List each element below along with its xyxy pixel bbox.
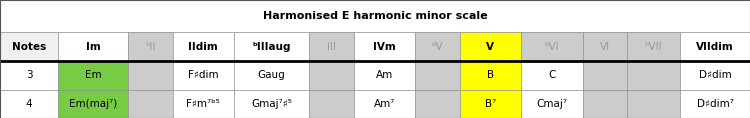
Bar	[309, 89, 354, 118]
Text: D♯dim: D♯dim	[698, 70, 731, 80]
Text: B⁷: B⁷	[484, 99, 496, 109]
Bar	[416, 32, 460, 61]
Bar	[128, 89, 172, 118]
Text: Am: Am	[376, 70, 393, 80]
Bar	[172, 89, 234, 118]
Text: IIdim: IIdim	[188, 42, 218, 52]
Bar	[58, 32, 128, 61]
Bar	[234, 89, 309, 118]
Bar	[0, 0, 750, 32]
Bar	[680, 89, 750, 118]
Text: Harmonised E harmonic minor scale: Harmonised E harmonic minor scale	[262, 11, 488, 21]
Bar	[627, 32, 680, 61]
Text: ᵇIIIaug: ᵇIIIaug	[253, 42, 291, 52]
Bar	[460, 89, 521, 118]
Text: 3: 3	[26, 70, 32, 80]
Bar	[354, 32, 416, 61]
Text: III: III	[327, 42, 336, 52]
Text: VIIdim: VIIdim	[696, 42, 734, 52]
Text: ᵇVI: ᵇVI	[544, 42, 560, 52]
Text: Notes: Notes	[12, 42, 46, 52]
Bar	[128, 32, 172, 61]
Text: Gaug: Gaug	[258, 70, 286, 80]
Text: Am⁷: Am⁷	[374, 99, 395, 109]
Text: 4: 4	[26, 99, 32, 109]
Bar	[521, 32, 583, 61]
Bar	[172, 61, 234, 89]
Bar	[354, 89, 416, 118]
Bar	[0, 89, 58, 118]
Bar	[354, 61, 416, 89]
Text: F♯m⁷ᵇ⁵: F♯m⁷ᵇ⁵	[187, 99, 220, 109]
Text: Em(maj⁷): Em(maj⁷)	[69, 99, 117, 109]
Bar	[583, 89, 627, 118]
Text: ᵇVII: ᵇVII	[645, 42, 662, 52]
Text: Cmaj⁷: Cmaj⁷	[536, 99, 567, 109]
Bar	[521, 89, 583, 118]
Bar	[583, 61, 627, 89]
Bar	[172, 32, 234, 61]
Bar	[460, 32, 521, 61]
Bar	[234, 61, 309, 89]
Bar	[309, 32, 354, 61]
Bar	[521, 61, 583, 89]
Text: D♯dim⁷: D♯dim⁷	[697, 99, 734, 109]
Bar	[128, 61, 172, 89]
Text: Em: Em	[85, 70, 101, 80]
Text: ᵇV: ᵇV	[431, 42, 443, 52]
Bar	[416, 61, 460, 89]
Bar	[309, 61, 354, 89]
Bar	[460, 61, 521, 89]
Text: B: B	[487, 70, 494, 80]
Bar	[58, 89, 128, 118]
Bar	[416, 89, 460, 118]
Bar	[680, 32, 750, 61]
Text: C: C	[548, 70, 556, 80]
Bar	[0, 32, 58, 61]
Bar	[0, 61, 58, 89]
Text: Gmaj⁷♯⁵: Gmaj⁷♯⁵	[251, 99, 292, 109]
Bar	[234, 32, 309, 61]
Text: Im: Im	[86, 42, 100, 52]
Bar	[583, 32, 627, 61]
Text: F♯dim: F♯dim	[188, 70, 218, 80]
Text: VI: VI	[600, 42, 610, 52]
Bar	[627, 61, 680, 89]
Text: IVm: IVm	[373, 42, 396, 52]
Text: ᵇII: ᵇII	[145, 42, 155, 52]
Text: V: V	[486, 42, 494, 52]
Bar	[58, 61, 128, 89]
Bar	[627, 89, 680, 118]
Bar	[680, 61, 750, 89]
